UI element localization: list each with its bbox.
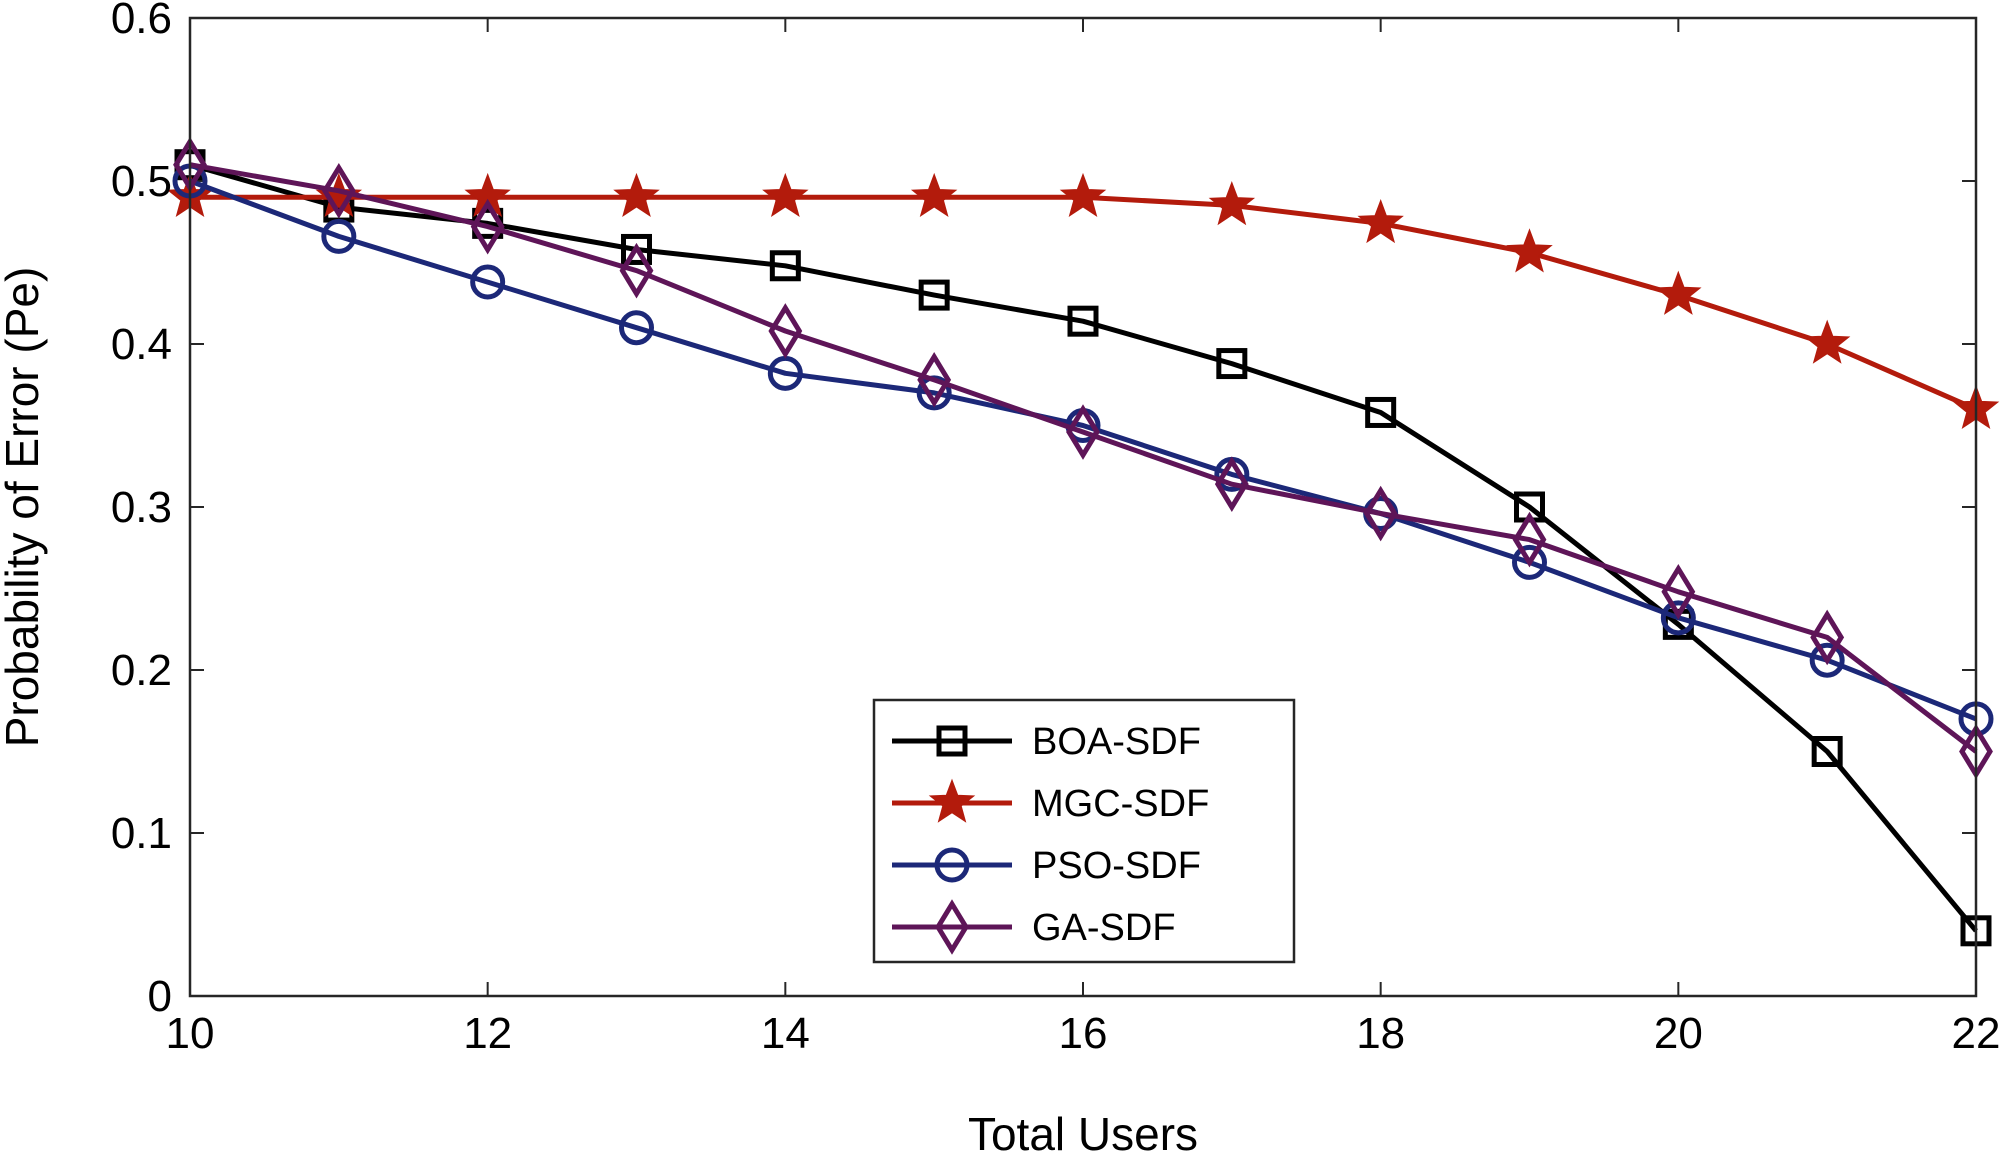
data-point-ga-sdf bbox=[321, 162, 356, 219]
y-tick-label: 0.4 bbox=[111, 320, 172, 369]
x-tick-label: 20 bbox=[1654, 1009, 1703, 1058]
x-tick-label: 22 bbox=[1952, 1009, 2000, 1058]
data-point-ga-sdf bbox=[470, 198, 505, 255]
data-point-ga-sdf bbox=[619, 242, 654, 299]
data-point-mgc-sdf bbox=[1208, 180, 1256, 226]
legend-item-pso-sdf: PSO-SDF bbox=[892, 845, 1201, 887]
data-point-mgc-sdf bbox=[613, 172, 660, 218]
data-point-mgc-sdf bbox=[762, 172, 809, 218]
data-point-ga-sdf bbox=[1512, 511, 1547, 568]
data-point-ga-sdf bbox=[917, 352, 952, 408]
data-point-mgc-sdf bbox=[1655, 270, 1702, 315]
legend-label: GA-SDF bbox=[1032, 907, 1176, 949]
legend-label: BOA-SDF bbox=[1032, 721, 1201, 763]
data-point-ga-sdf bbox=[768, 303, 803, 359]
data-point-mgc-sdf bbox=[1357, 198, 1404, 244]
legend-marker-star bbox=[928, 778, 976, 823]
legend-item-boa-sdf: BOA-SDF bbox=[892, 721, 1201, 763]
series-boa-sdf bbox=[174, 149, 1992, 947]
data-point-mgc-sdf bbox=[910, 172, 958, 218]
x-tick-label: 10 bbox=[166, 1009, 215, 1058]
legend-label: PSO-SDF bbox=[1032, 845, 1201, 887]
data-point-ga-sdf bbox=[1214, 456, 1249, 512]
data-point-boa-sdf bbox=[1365, 396, 1397, 428]
data-point-pso-sdf bbox=[1809, 642, 1845, 678]
y-tick-label: 0.1 bbox=[111, 809, 172, 858]
data-point-ga-sdf bbox=[1066, 404, 1100, 460]
data-point-mgc-sdf bbox=[1506, 228, 1553, 273]
legend: BOA-SDF MGC-SDF PSO-SDF GA-SDF bbox=[872, 698, 1296, 964]
series-line-boa-sdf bbox=[189, 162, 1978, 933]
y-tick-label: 0.2 bbox=[111, 646, 172, 695]
x-tick-label: 16 bbox=[1059, 1009, 1108, 1058]
data-point-pso-sdf bbox=[1660, 600, 1696, 636]
data-point-mgc-sdf bbox=[1803, 319, 1851, 364]
data-point-boa-sdf bbox=[621, 233, 652, 265]
legend-marker-circle bbox=[934, 847, 970, 883]
legend-label: MGC-SDF bbox=[1032, 783, 1209, 825]
series-line-ga-sdf bbox=[189, 162, 1978, 754]
data-point-boa-sdf bbox=[1811, 736, 1843, 767]
legend-marker-diamond bbox=[935, 899, 969, 955]
y-axis-title: Probability of Error (Pe) bbox=[0, 267, 48, 748]
data-point-ga-sdf bbox=[1810, 609, 1845, 666]
data-point-pso-sdf bbox=[470, 264, 506, 300]
legend-item-mgc-sdf: MGC-SDF bbox=[892, 778, 1209, 825]
x-tick-label: 18 bbox=[1356, 1009, 1405, 1058]
tick-labels: 10 12 14 16 18 20 22 0 0.1 0.2 0.3 0.4 0.5 0.6 bbox=[111, 0, 2000, 1058]
data-point-boa-sdf bbox=[918, 279, 950, 311]
y-tick-label: 0.5 bbox=[111, 157, 172, 206]
x-tick-label: 14 bbox=[761, 1009, 810, 1058]
data-point-ga-sdf bbox=[1363, 485, 1398, 542]
data-point-mgc-sdf bbox=[1059, 172, 1107, 218]
plot-frame bbox=[188, 16, 1978, 998]
x-axis-title: Total Users bbox=[968, 1108, 1198, 1160]
data-point-pso-sdf bbox=[619, 310, 654, 346]
data-point-boa-sdf bbox=[1216, 348, 1248, 380]
legend-item-ga-sdf: GA-SDF bbox=[892, 899, 1176, 955]
data-point-pso-sdf bbox=[321, 218, 357, 254]
y-tick-label: 0.6 bbox=[111, 0, 172, 43]
legend-marker-square bbox=[936, 725, 968, 757]
data-point-pso-sdf bbox=[1512, 544, 1547, 580]
data-point-ga-sdf bbox=[1661, 563, 1696, 620]
y-tick-label: 0 bbox=[148, 972, 172, 1021]
y-tick-label: 0.3 bbox=[111, 483, 172, 532]
x-tick-label: 12 bbox=[463, 1009, 512, 1058]
data-point-boa-sdf bbox=[1067, 305, 1099, 337]
data-point-boa-sdf bbox=[769, 250, 801, 282]
